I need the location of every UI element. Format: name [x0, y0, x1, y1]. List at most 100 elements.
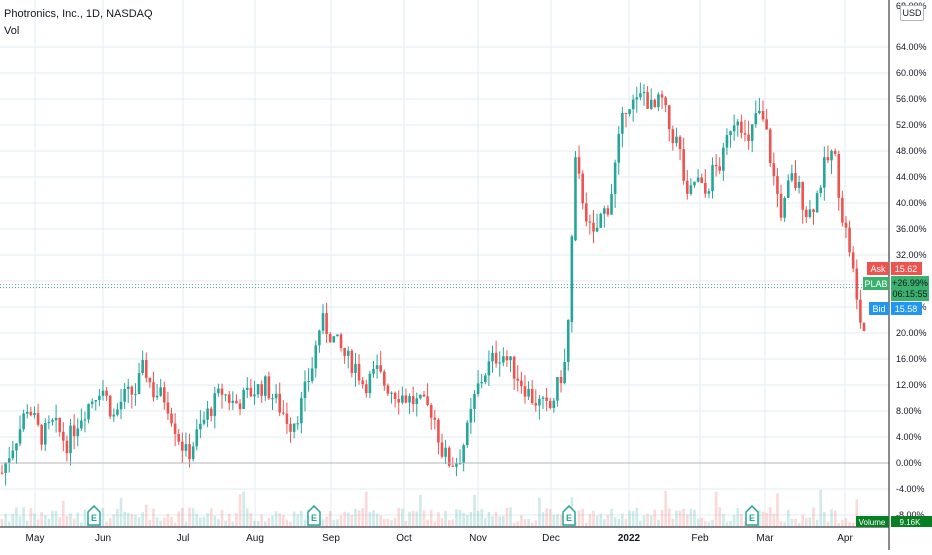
candle-body — [635, 97, 639, 100]
y-tick-label: 20.00% — [896, 328, 927, 338]
volume-bar — [426, 519, 429, 527]
volume-bar — [588, 513, 592, 527]
earnings-marker[interactable]: E — [562, 504, 576, 526]
currency-button[interactable]: USD — [900, 5, 924, 21]
x-tick-label: Dec — [542, 533, 560, 544]
candle-body — [556, 377, 559, 401]
candle-body — [267, 376, 271, 399]
volume-bar — [62, 500, 65, 527]
earnings-marker[interactable]: E — [307, 504, 321, 526]
volume-bar — [451, 519, 455, 527]
earnings-marker[interactable]: E — [87, 504, 101, 526]
candle-body — [426, 396, 429, 405]
volume-bar — [826, 521, 830, 527]
candle-body — [624, 113, 628, 115]
candle-body — [321, 313, 325, 331]
volume-bar — [332, 520, 336, 527]
volume-bar — [292, 511, 296, 527]
candle-body — [476, 383, 480, 395]
volume-bar — [469, 511, 473, 527]
candle-body — [783, 197, 786, 218]
candle-body — [350, 350, 354, 373]
volume-bar — [227, 513, 231, 527]
volume-bar — [415, 511, 419, 527]
volume-bar — [267, 517, 271, 527]
candle-body — [444, 447, 447, 457]
candle-body — [184, 444, 188, 451]
candle-body — [758, 111, 761, 114]
candle-body — [170, 413, 173, 424]
y-tick-label: 44.00% — [896, 172, 927, 182]
volume-bar — [804, 518, 808, 527]
volume-bar — [707, 522, 711, 527]
candle-body — [725, 135, 729, 148]
candle-body — [202, 419, 206, 424]
volume-bar — [238, 494, 242, 527]
volume-bar — [375, 513, 379, 527]
earnings-marker[interactable]: E — [745, 504, 759, 526]
candle-body — [217, 388, 220, 394]
volume-bar — [105, 521, 108, 527]
volume-bar — [476, 510, 480, 527]
candle-body — [772, 163, 776, 177]
volume-indicator-label[interactable]: Vol — [4, 25, 20, 37]
volume-bar — [556, 514, 559, 527]
y-tick-label: 40.00% — [896, 198, 927, 208]
x-tick-label: 2022 — [618, 533, 641, 544]
candle-body — [101, 390, 105, 396]
candle-body — [855, 268, 859, 300]
candle-body — [43, 423, 47, 445]
candle-body — [336, 334, 339, 337]
candle-body — [285, 413, 289, 424]
candle-body — [80, 420, 83, 429]
volume-bar — [458, 509, 462, 527]
volume-bar — [195, 513, 199, 527]
candle-body — [292, 423, 296, 432]
candle-body — [411, 395, 415, 405]
volume-bar — [15, 507, 18, 527]
volume-bar — [512, 522, 516, 527]
candle-body — [116, 409, 119, 415]
candle-body — [300, 398, 303, 424]
volume-bar — [639, 520, 642, 527]
volume-bar — [440, 518, 444, 527]
volume-bar — [776, 493, 779, 527]
candle-body — [671, 129, 675, 144]
candle-body — [530, 388, 534, 404]
candle-body — [577, 157, 581, 174]
volume-badge: Volume 9.16K — [856, 516, 932, 527]
candle-body — [833, 151, 837, 154]
bid-value: 15.58 — [895, 304, 918, 314]
volume-bar — [40, 512, 43, 527]
volume-bar — [473, 494, 476, 527]
candle-body — [700, 177, 703, 183]
volume-bar — [300, 510, 303, 527]
volume-bar — [548, 509, 552, 527]
volume-bar — [43, 515, 47, 527]
volume-bar — [224, 520, 227, 527]
volume-bar — [282, 515, 285, 527]
volume-bar — [422, 510, 426, 527]
volume-bar — [786, 509, 790, 527]
candle-body — [224, 394, 227, 396]
volume-bar — [682, 508, 685, 527]
volume-bar — [166, 514, 170, 527]
volume-bar — [173, 522, 177, 527]
candle-body — [354, 363, 357, 373]
candle-body — [318, 330, 321, 346]
bid-tag: Bid 15.58 — [869, 302, 922, 315]
volume-bar — [383, 518, 386, 527]
symbol-title[interactable]: Photronics, Inc., 1D, NASDAQ — [4, 8, 153, 20]
candle-body — [639, 93, 642, 98]
candle-body — [33, 413, 36, 416]
volume-bar — [419, 494, 422, 527]
volume-bar — [271, 515, 274, 527]
volume-bar — [516, 521, 520, 527]
candle-body — [282, 412, 285, 414]
candle-body — [722, 147, 725, 171]
candle-body — [451, 465, 455, 467]
volume-bar — [725, 521, 729, 527]
candle-body — [693, 181, 696, 186]
candle-body — [841, 197, 844, 223]
